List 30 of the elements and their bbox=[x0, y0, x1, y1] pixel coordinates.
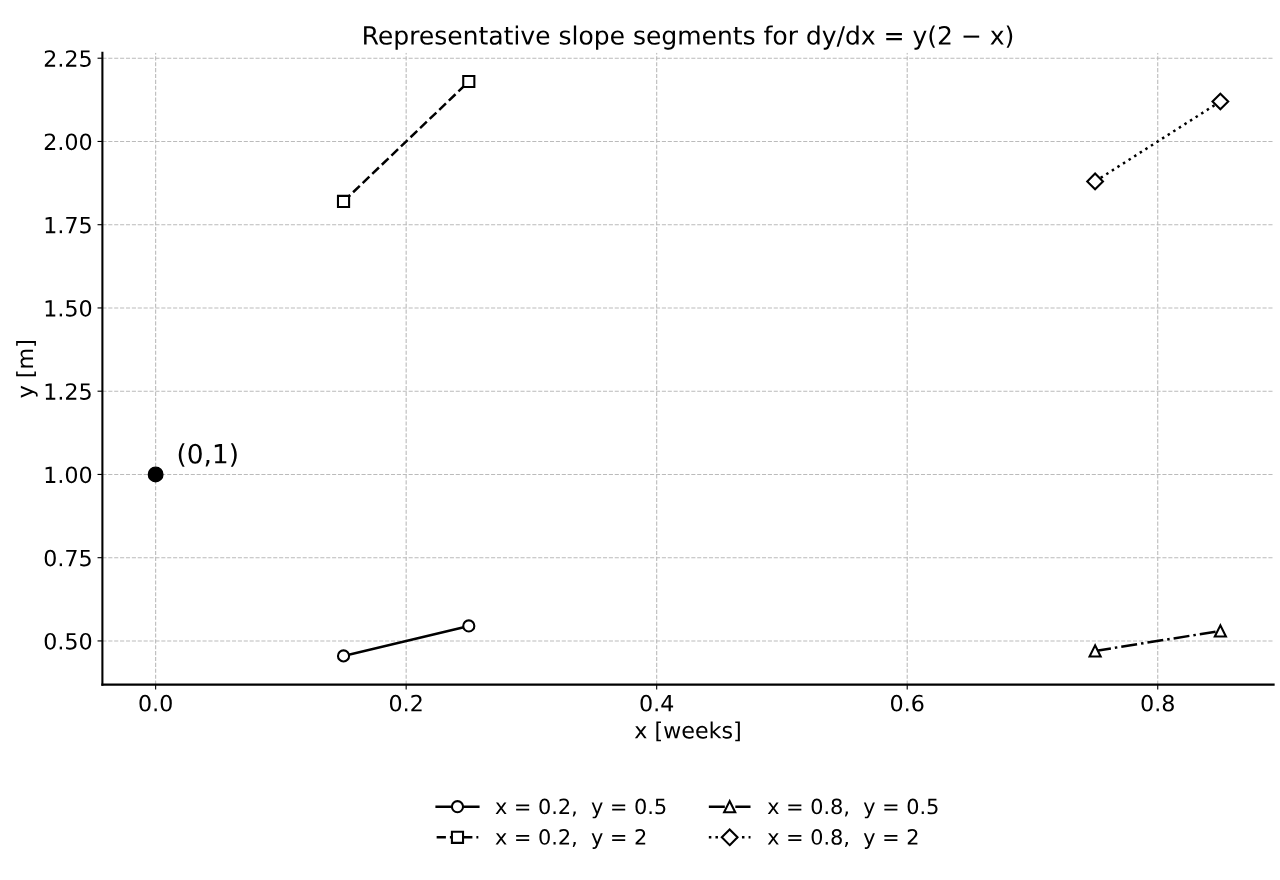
y-tick-label: 0.75 bbox=[44, 549, 91, 567]
x-tick-label: 0.6 bbox=[891, 694, 924, 712]
legend-label: x = 0.8, y = 0.5 bbox=[767, 798, 938, 819]
x-tick-label: 0.8 bbox=[1141, 694, 1174, 712]
y-tick-label: 0.50 bbox=[44, 632, 92, 650]
annotation: (0,1) bbox=[178, 443, 237, 467]
point bbox=[462, 74, 476, 89]
y-tick-label: 1.25 bbox=[45, 383, 91, 400]
y-tick-label: 1.00 bbox=[45, 466, 92, 484]
point bbox=[1211, 92, 1230, 111]
legend-label: x = 0.8, y = 2 bbox=[767, 829, 918, 849]
chart-title: Representative slope segments for dy/dx = y(2 − x) bbox=[364, 25, 1013, 50]
y-tick-label: 1.50 bbox=[45, 299, 92, 317]
y-tick-label: 2.00 bbox=[44, 133, 92, 151]
point bbox=[147, 466, 164, 483]
y-tick-label: 1.75 bbox=[45, 216, 91, 234]
point bbox=[462, 619, 476, 633]
point bbox=[336, 649, 351, 663]
y-axis-title: y [m] bbox=[16, 341, 38, 398]
point bbox=[1086, 172, 1104, 191]
y-tick-label: 2.25 bbox=[44, 50, 91, 67]
x-tick-label: 0.0 bbox=[139, 694, 172, 712]
point bbox=[1088, 644, 1102, 658]
point bbox=[1213, 624, 1227, 638]
x-tick-label: 0.4 bbox=[640, 694, 674, 712]
x-tick-label: 0.2 bbox=[389, 694, 422, 712]
x-axis-title: x [weeks] bbox=[634, 721, 740, 742]
point bbox=[336, 194, 351, 208]
legend-label: x = 0.2, y = 2 bbox=[495, 829, 646, 849]
legend-label: x = 0.2, y = 0.5 bbox=[495, 798, 666, 819]
